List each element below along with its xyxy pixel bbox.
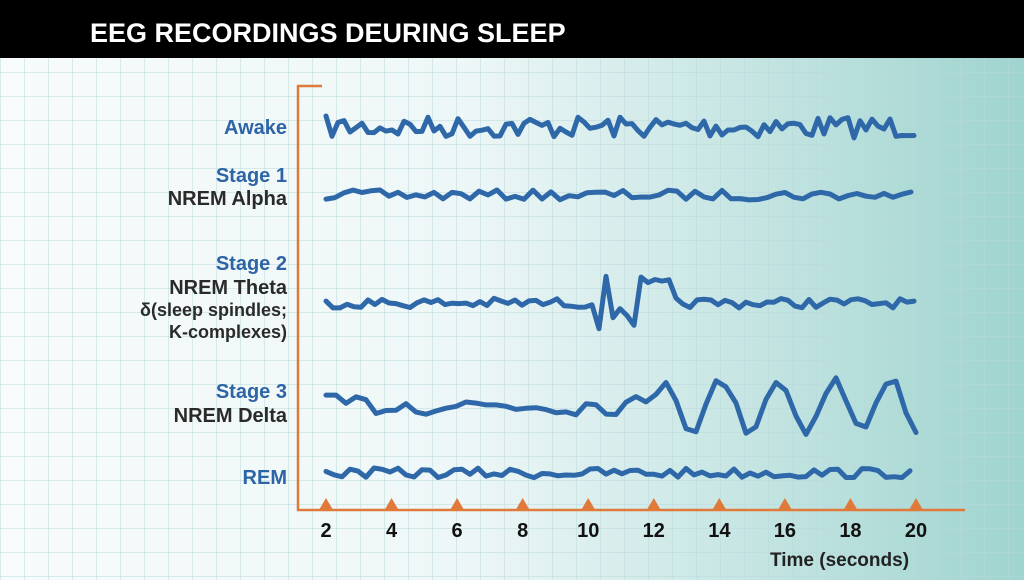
grid xyxy=(0,58,1024,580)
stage-label: δ(sleep spindles; xyxy=(140,300,287,320)
stage-label: REM xyxy=(243,467,287,489)
stage-label: K-complexes) xyxy=(169,322,287,342)
tick-label: 2 xyxy=(320,520,331,542)
stage-label: NREM Delta xyxy=(174,405,288,427)
tick-label: 16 xyxy=(774,520,796,542)
tick-mark xyxy=(581,498,596,510)
stage-label: Stage 3 xyxy=(216,381,287,403)
tick-label: 6 xyxy=(452,520,463,542)
tick-mark xyxy=(515,498,530,510)
tick-label: 12 xyxy=(643,520,665,542)
tick-mark xyxy=(909,498,923,510)
stage-label: NREM Alpha xyxy=(168,188,288,210)
tick-label: 18 xyxy=(839,520,861,542)
tick-label: 8 xyxy=(517,520,528,542)
eeg-wave xyxy=(323,273,917,332)
stage-label: Awake xyxy=(224,117,287,139)
x-ticks: 2 4 6 8 10 12 14 16 18 20 xyxy=(319,498,927,542)
tick-label: 10 xyxy=(577,520,599,542)
waves xyxy=(323,113,919,481)
tick-label: 4 xyxy=(386,520,398,542)
tick-mark xyxy=(777,498,792,510)
eeg-wave xyxy=(323,375,919,437)
stage-label: Stage 2 xyxy=(216,253,287,275)
tick-mark xyxy=(843,498,858,510)
x-axis-label: Time (seconds) xyxy=(770,550,909,571)
eeg-wave xyxy=(323,187,914,203)
tick-mark xyxy=(319,498,333,510)
tick-label: 14 xyxy=(708,520,731,542)
axes xyxy=(296,84,965,512)
stage-label: Stage 1 xyxy=(216,165,287,187)
title-bar xyxy=(0,0,1024,58)
eeg-wave xyxy=(323,465,913,481)
tick-label: 20 xyxy=(905,520,927,542)
tick-mark xyxy=(646,498,661,510)
tick-mark xyxy=(384,498,399,510)
title: EEG RECORDINGS DEURING SLEEP xyxy=(90,18,566,48)
eeg-wave xyxy=(323,113,917,141)
tick-mark xyxy=(450,498,465,510)
tick-mark xyxy=(712,498,727,510)
stage-label: NREM Theta xyxy=(169,277,288,299)
